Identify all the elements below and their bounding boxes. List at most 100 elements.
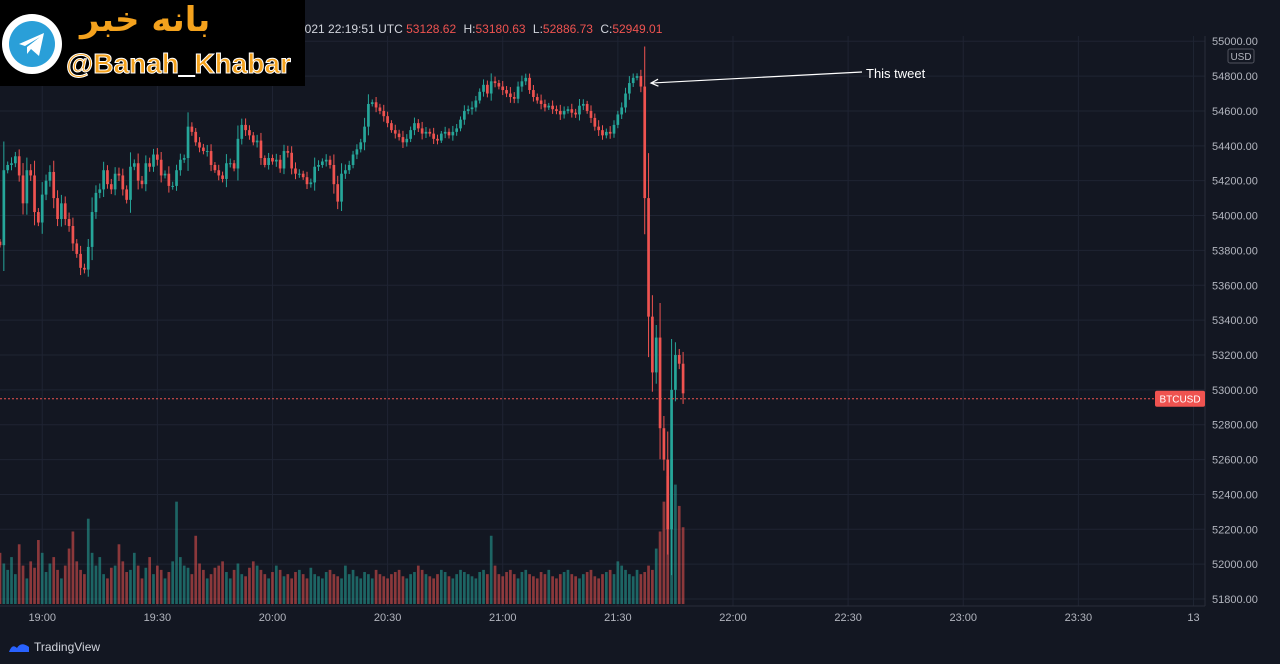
volume-bar	[63, 565, 67, 604]
volume-bars	[0, 459, 685, 604]
time-tick-label: 13	[1187, 612, 1199, 624]
candle-body	[558, 110, 562, 115]
candle-body	[259, 140, 263, 159]
candle-body	[2, 170, 6, 246]
volume-bar	[651, 569, 654, 604]
volume-bar	[593, 576, 597, 604]
volume-bar	[455, 574, 459, 604]
tradingview-label: TradingView	[34, 640, 101, 654]
volume-bar	[493, 565, 497, 604]
volume-bar	[309, 567, 313, 604]
volume-bar	[409, 574, 412, 604]
candle-body	[182, 158, 186, 160]
candle-body	[0, 241, 2, 246]
price-tick-label: 53400.00	[1212, 315, 1258, 327]
volume-bar	[374, 569, 378, 604]
volume-bar	[420, 569, 424, 604]
price-axis-panel[interactable]	[1205, 36, 1280, 606]
candle-body	[409, 130, 412, 139]
volume-bar	[558, 574, 562, 604]
volume-bar	[547, 569, 551, 604]
volume-bar	[413, 572, 416, 604]
volume-bar	[267, 578, 270, 604]
volume-bar	[535, 578, 539, 604]
price-tick-label: 52800.00	[1212, 420, 1258, 432]
candle-body	[436, 138, 439, 141]
candle-body	[585, 103, 589, 111]
candle-body	[263, 158, 267, 165]
volume-bar	[236, 563, 240, 604]
volume-bar	[125, 572, 128, 604]
volume-bar	[416, 565, 420, 604]
volume-bar	[347, 574, 351, 604]
candle-body	[370, 102, 374, 104]
time-tick-label: 21:30	[604, 612, 632, 624]
candle-body	[194, 131, 198, 143]
volume-bar	[121, 561, 125, 604]
volume-bar	[144, 567, 148, 604]
volume-bar	[367, 574, 370, 604]
volume-bar	[209, 574, 213, 604]
candle-body	[305, 177, 309, 185]
candle-body	[443, 131, 447, 134]
candle-body	[397, 133, 401, 138]
volume-bar	[597, 578, 601, 604]
volume-bar	[29, 561, 33, 604]
candle-body	[209, 151, 213, 165]
close-label: C:	[600, 22, 613, 36]
candle-body	[359, 142, 363, 150]
volume-bar	[608, 569, 612, 604]
volume-bar	[562, 572, 566, 604]
candle-body	[405, 138, 409, 143]
volume-bar	[6, 569, 10, 604]
candle-body	[40, 194, 44, 223]
candle-body	[497, 83, 501, 87]
chart-grid	[0, 36, 1205, 606]
candle-body	[255, 140, 259, 143]
volume-bar	[639, 574, 643, 604]
volume-bar	[25, 578, 29, 604]
volume-bar	[313, 574, 317, 604]
candle-body	[336, 184, 340, 202]
volume-bar	[520, 572, 524, 604]
candle-body	[152, 154, 155, 167]
volume-bar	[186, 567, 190, 604]
candle-body	[221, 175, 224, 179]
candle-body	[378, 107, 382, 111]
volume-bar	[190, 574, 194, 604]
volume-bar	[90, 552, 94, 604]
candle-body	[225, 163, 228, 179]
candle-body	[44, 180, 48, 195]
volume-bar	[10, 557, 13, 604]
candle-body	[240, 124, 244, 139]
volume-bar	[378, 574, 382, 604]
candle-body	[71, 226, 75, 244]
volume-bar	[363, 572, 366, 604]
candle-body	[301, 173, 305, 178]
volume-bar	[67, 548, 71, 604]
candle-body	[489, 81, 493, 94]
volume-bar	[463, 572, 466, 604]
volume-bar	[294, 572, 297, 604]
ohlc-legend: 2021 22:19:51 UTC 53128.62 H:53180.63 L:…	[298, 22, 666, 36]
volume-bar	[155, 565, 159, 604]
price-tick-label: 54600.00	[1212, 106, 1258, 118]
volume-bar	[336, 576, 340, 604]
volume-bar	[555, 578, 558, 604]
price-tick-label: 51800.00	[1212, 594, 1258, 606]
price-tick-label: 54200.00	[1212, 176, 1258, 188]
volume-bar	[397, 569, 401, 604]
candle-body	[455, 128, 459, 132]
tradingview-brand[interactable]: TradingView	[8, 640, 100, 654]
volume-bar	[386, 578, 389, 604]
candle-body	[428, 131, 432, 134]
candle-body	[21, 175, 25, 204]
volume-bar	[117, 544, 121, 604]
candle-body	[313, 166, 317, 183]
volume-bar	[40, 552, 44, 604]
candle-body	[79, 253, 82, 268]
candle-body	[63, 203, 67, 220]
volume-bar	[459, 569, 462, 604]
candle-body	[520, 81, 524, 87]
